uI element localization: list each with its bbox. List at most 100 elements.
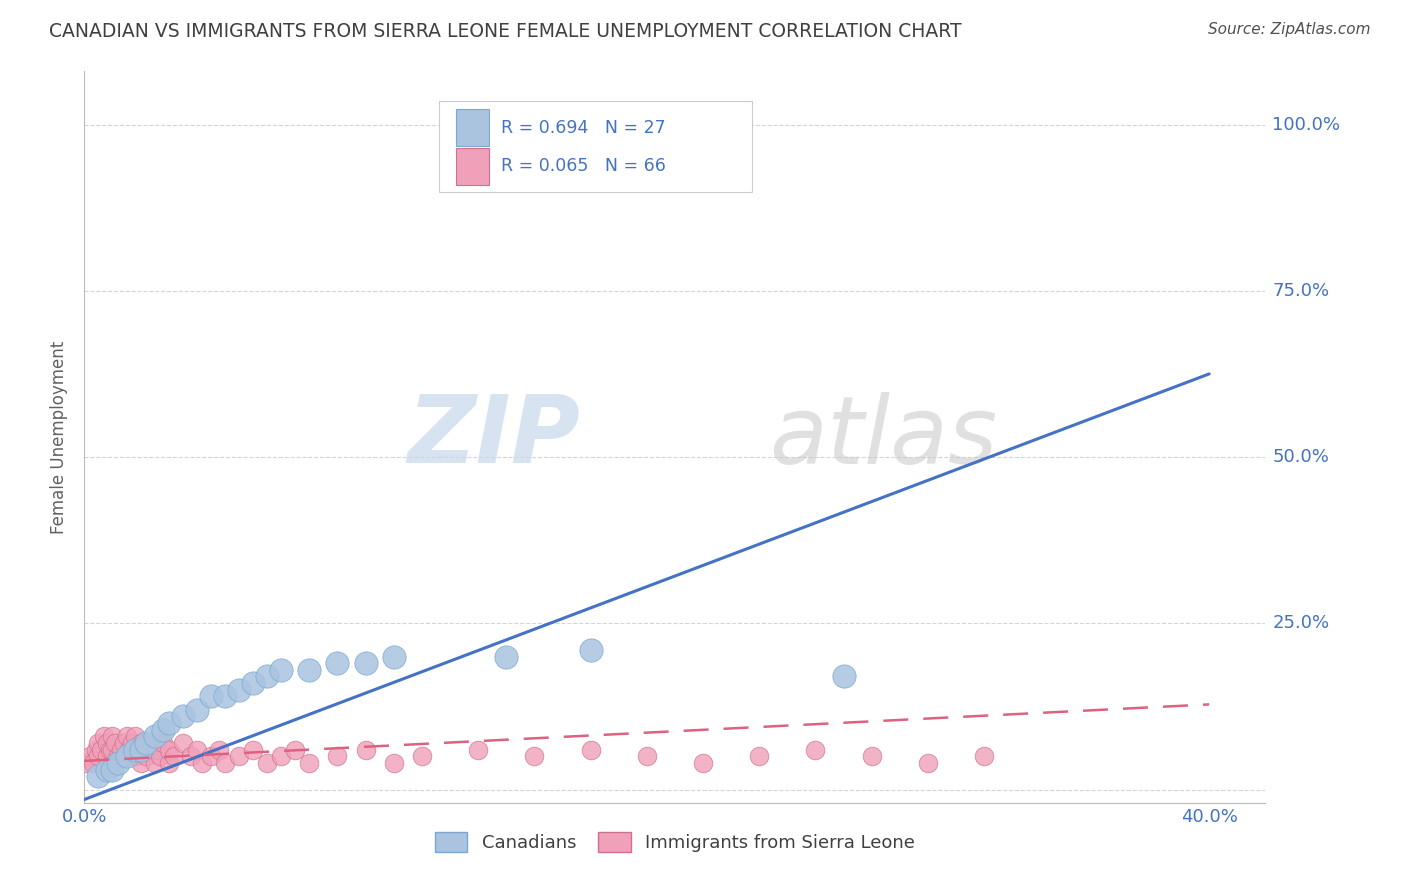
Point [242, 676, 264, 690]
Text: 50.0%: 50.0% [1272, 448, 1329, 466]
Point [84, 742, 107, 756]
Point [157, 716, 180, 731]
Point [706, 118, 728, 132]
Point [973, 749, 995, 764]
Point [692, 756, 714, 770]
Point [73, 756, 96, 770]
Point [748, 749, 770, 764]
Point [228, 682, 250, 697]
Point [208, 742, 231, 756]
Point [172, 736, 194, 750]
Point [186, 742, 208, 756]
Point [149, 749, 172, 764]
Point [87, 736, 110, 750]
Point [523, 749, 546, 764]
Point [326, 749, 349, 764]
FancyBboxPatch shape [457, 148, 489, 185]
Point [298, 663, 321, 677]
Point [804, 742, 827, 756]
Point [284, 742, 307, 756]
Point [129, 756, 152, 770]
Point [832, 669, 855, 683]
Point [270, 663, 292, 677]
Point [115, 749, 138, 764]
Point [143, 729, 166, 743]
Point [124, 729, 146, 743]
Text: R = 0.065   N = 66: R = 0.065 N = 66 [502, 158, 666, 176]
Point [129, 736, 152, 750]
Point [110, 742, 132, 756]
Text: Source: ZipAtlas.com: Source: ZipAtlas.com [1208, 22, 1371, 37]
Point [200, 749, 222, 764]
Point [860, 749, 883, 764]
Text: 100.0%: 100.0% [1272, 116, 1340, 134]
Point [157, 756, 180, 770]
Point [214, 690, 236, 704]
Point [107, 749, 129, 764]
Point [98, 742, 121, 756]
Point [579, 643, 602, 657]
Point [79, 749, 101, 764]
Point [382, 756, 405, 770]
Point [87, 769, 110, 783]
Point [107, 756, 129, 770]
Text: 25.0%: 25.0% [1272, 615, 1330, 632]
Point [124, 749, 146, 764]
Point [382, 649, 405, 664]
Point [636, 749, 658, 764]
Point [152, 736, 174, 750]
Point [163, 749, 186, 764]
Point [146, 742, 169, 756]
Point [180, 749, 202, 764]
Point [127, 742, 149, 756]
Point [121, 736, 143, 750]
Point [135, 749, 157, 764]
Point [326, 656, 349, 670]
Point [101, 742, 124, 756]
Point [96, 749, 118, 764]
Point [104, 736, 127, 750]
Point [115, 749, 138, 764]
Point [186, 703, 208, 717]
Point [298, 756, 321, 770]
Point [354, 742, 377, 756]
Point [115, 729, 138, 743]
Point [101, 763, 124, 777]
Point [135, 736, 157, 750]
Point [124, 742, 146, 756]
Text: CANADIAN VS IMMIGRANTS FROM SIERRA LEONE FEMALE UNEMPLOYMENT CORRELATION CHART: CANADIAN VS IMMIGRANTS FROM SIERRA LEONE… [49, 22, 962, 41]
Point [101, 756, 124, 770]
Point [917, 756, 939, 770]
Point [270, 749, 292, 764]
Point [191, 756, 214, 770]
Point [143, 736, 166, 750]
Point [411, 749, 433, 764]
Point [141, 742, 163, 756]
Point [87, 749, 110, 764]
Point [242, 742, 264, 756]
Point [93, 729, 115, 743]
Point [152, 723, 174, 737]
Point [90, 742, 112, 756]
Point [132, 742, 155, 756]
Point [467, 742, 489, 756]
Text: ZIP: ZIP [408, 391, 581, 483]
Point [495, 649, 517, 664]
Point [96, 763, 118, 777]
Point [112, 736, 135, 750]
Legend: Canadians, Immigrants from Sierra Leone: Canadians, Immigrants from Sierra Leone [427, 824, 922, 860]
Point [172, 709, 194, 723]
Point [200, 690, 222, 704]
Point [228, 749, 250, 764]
Point [579, 742, 602, 756]
Y-axis label: Female Unemployment: Female Unemployment [51, 341, 69, 533]
FancyBboxPatch shape [457, 110, 489, 146]
Point [129, 742, 152, 756]
Point [256, 756, 278, 770]
Text: 75.0%: 75.0% [1272, 282, 1330, 300]
Point [96, 736, 118, 750]
Point [118, 742, 141, 756]
Point [101, 729, 124, 743]
Point [214, 756, 236, 770]
Point [143, 756, 166, 770]
